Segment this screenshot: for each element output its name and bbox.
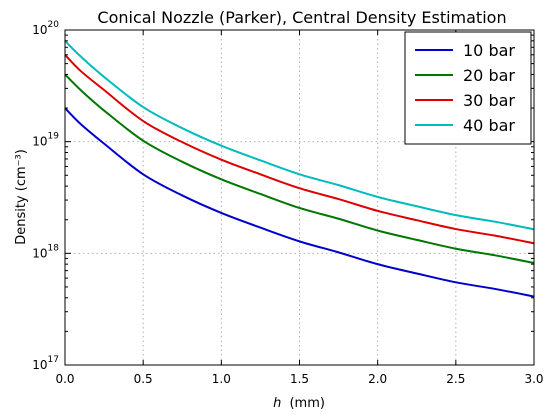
x-tick-label: 0.0 bbox=[55, 372, 74, 386]
series-line-10-bar bbox=[64, 107, 535, 298]
legend-label: 30 bar bbox=[463, 91, 515, 110]
y-tick-label: 1017 bbox=[32, 355, 59, 372]
x-axis-label: h (mm) bbox=[273, 396, 325, 411]
legend-label: 10 bar bbox=[463, 41, 515, 60]
x-tick-label: 3.0 bbox=[524, 372, 543, 386]
y-tick-label: 1019 bbox=[32, 132, 59, 149]
x-axis-unit: (mm) bbox=[289, 396, 324, 411]
legend: 10 bar 20 bar 30 bar 40 bar bbox=[404, 31, 532, 145]
x-tick-label: 1.5 bbox=[290, 372, 309, 386]
x-tick-label: 2.0 bbox=[368, 372, 387, 386]
y-axis-label: Density (cm⁻³) bbox=[14, 149, 29, 245]
y-tick-label: 1020 bbox=[32, 20, 59, 37]
x-axis-variable: h bbox=[273, 396, 281, 411]
legend-label: 40 bar bbox=[463, 116, 515, 135]
axis-ticks: 0.0 0.5 1.0 1.5 2.0 2.5 3.0 1017 1018 1019 1020 bbox=[32, 20, 543, 386]
legend-label: 20 bar bbox=[463, 66, 515, 85]
svg-text:h (mm): h (mm) bbox=[273, 396, 325, 411]
series-line-20-bar bbox=[64, 73, 535, 264]
series-line-30-bar bbox=[64, 54, 535, 245]
x-tick-label: 0.5 bbox=[134, 372, 153, 386]
x-tick-label: 2.5 bbox=[446, 372, 465, 386]
series-lines bbox=[64, 40, 535, 298]
series-line-40-bar bbox=[64, 40, 535, 231]
x-tick-label: 1.0 bbox=[212, 372, 231, 386]
chart-title: Conical Nozzle (Parker), Central Density… bbox=[97, 8, 506, 27]
y-tick-label: 1018 bbox=[32, 243, 59, 260]
